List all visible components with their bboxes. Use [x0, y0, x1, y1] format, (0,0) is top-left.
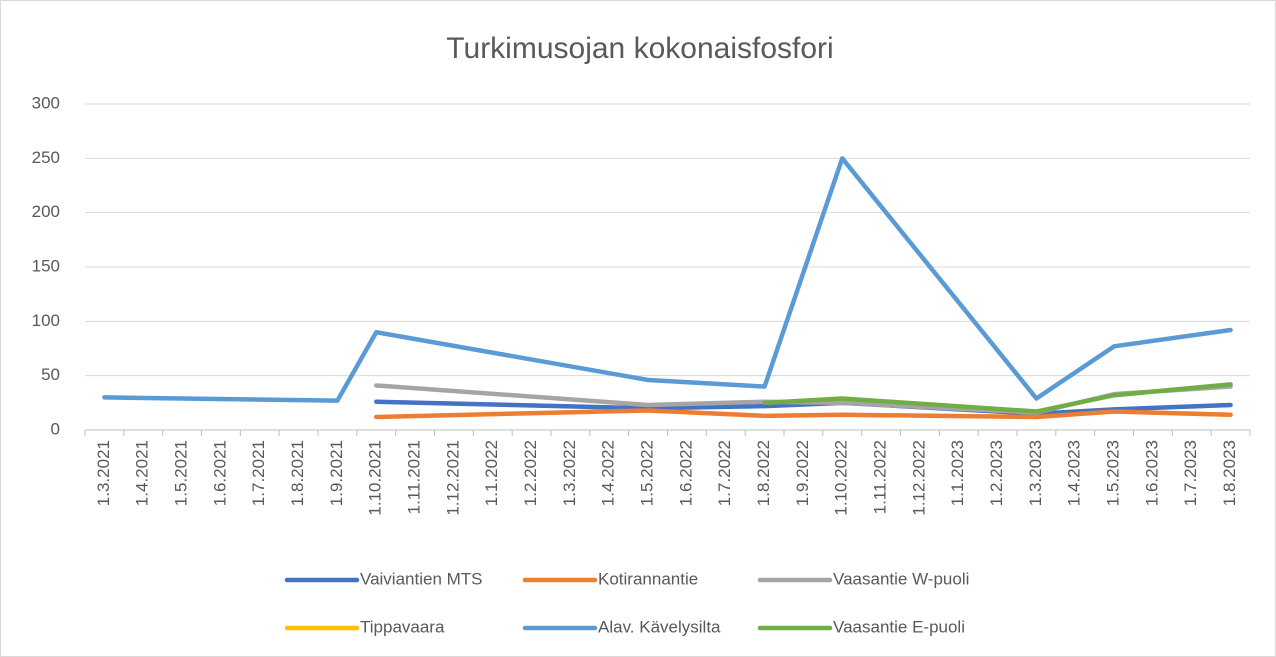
x-tick-label: 1.1.2023 [948, 440, 967, 506]
x-tick-label: 1.6.2022 [676, 440, 695, 506]
x-tick-label: 1.12.2022 [909, 440, 928, 516]
x-tick-label: 1.5.2021 [172, 440, 191, 506]
legend-label: Kotirannantie [598, 569, 698, 588]
series-line [762, 382, 1233, 414]
x-tick-label: 1.3.2022 [560, 440, 579, 506]
x-tick-label: 1.8.2023 [1220, 440, 1239, 506]
legend-label: Vaiviantien MTS [360, 569, 483, 588]
legend-label: Alav. Kävelysilta [598, 617, 721, 636]
y-tick-label: 0 [51, 419, 60, 438]
legend-label: Vaasantie W-puoli [833, 569, 969, 588]
y-tick-label: 250 [32, 148, 60, 167]
x-tick-label: 1.8.2021 [288, 440, 307, 506]
x-tick-label: 1.5.2022 [638, 440, 657, 506]
x-tick-label: 1.4.2021 [133, 440, 152, 506]
x-tick-label: 1.1.2022 [482, 440, 501, 506]
x-tick-label: 1.9.2021 [327, 440, 346, 506]
x-tick-label: 1.4.2023 [1065, 440, 1084, 506]
y-tick-label: 150 [32, 256, 60, 275]
x-tick-label: 1.6.2023 [1142, 440, 1161, 506]
chart-title: Turkimusojan kokonaisfosfori [446, 32, 833, 65]
y-tick-label: 50 [41, 365, 60, 384]
x-tick-label: 1.4.2022 [599, 440, 618, 506]
x-tick-label: 1.2.2022 [521, 440, 540, 506]
x-tick-label: 1.3.2021 [94, 440, 113, 506]
x-tick-label: 1.12.2021 [443, 440, 462, 516]
y-tick-label: 100 [32, 311, 60, 330]
x-tick-label: 1.10.2022 [832, 440, 851, 516]
y-tick-label: 200 [32, 202, 60, 221]
x-tick-label: 1.9.2022 [793, 440, 812, 506]
x-tick-label: 1.11.2021 [405, 440, 424, 514]
y-tick-label: 300 [32, 93, 60, 112]
x-tick-label: 1.7.2023 [1181, 440, 1200, 506]
x-tick-label: 1.5.2023 [1104, 440, 1123, 506]
x-tick-label: 1.7.2021 [249, 440, 268, 506]
series-line [102, 156, 1233, 403]
series-line [374, 408, 1233, 420]
x-tick-label: 1.2.2023 [987, 440, 1006, 506]
x-tick-label: 1.11.2022 [871, 440, 890, 514]
legend-label: Tippavaara [360, 617, 445, 636]
x-tick-label: 1.3.2023 [1026, 440, 1045, 506]
x-tick-label: 1.6.2021 [210, 440, 229, 506]
x-tick-label: 1.10.2021 [366, 440, 385, 516]
x-tick-label: 1.7.2022 [715, 440, 734, 506]
legend-label: Vaasantie E-puoli [833, 617, 965, 636]
x-tick-label: 1.8.2022 [754, 440, 773, 506]
